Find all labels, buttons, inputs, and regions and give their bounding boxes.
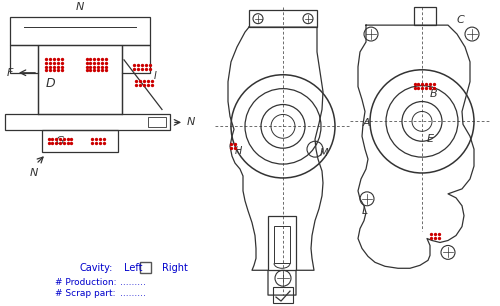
Bar xyxy=(148,118,166,127)
Bar xyxy=(140,262,151,273)
Text: .........: ......... xyxy=(120,278,146,287)
Bar xyxy=(414,7,436,25)
Text: N: N xyxy=(30,168,38,178)
Text: Cavity:: Cavity: xyxy=(80,263,114,273)
Text: L: L xyxy=(362,206,368,216)
Bar xyxy=(249,10,317,27)
Bar xyxy=(42,130,118,152)
Text: .........: ......... xyxy=(120,289,146,298)
Text: G: G xyxy=(56,136,64,146)
Bar xyxy=(122,45,150,73)
Text: D: D xyxy=(46,77,56,90)
Bar xyxy=(38,45,122,114)
Text: Right: Right xyxy=(162,263,188,273)
Bar xyxy=(5,114,170,130)
Text: E: E xyxy=(427,134,434,144)
Text: A: A xyxy=(363,118,370,129)
Text: I: I xyxy=(154,71,157,81)
Bar xyxy=(273,287,293,303)
Text: Left: Left xyxy=(124,263,142,273)
Text: N: N xyxy=(187,118,196,127)
Bar xyxy=(10,45,38,73)
Text: # Scrap part:: # Scrap part: xyxy=(55,289,116,298)
Text: F: F xyxy=(6,68,13,78)
Text: # Production:: # Production: xyxy=(55,278,116,287)
Bar xyxy=(274,226,290,263)
Bar xyxy=(268,216,296,270)
Text: N: N xyxy=(76,2,84,12)
Text: B: B xyxy=(430,89,438,99)
Bar xyxy=(10,17,150,45)
Text: H: H xyxy=(235,146,242,156)
Text: M: M xyxy=(320,148,328,158)
Text: C: C xyxy=(457,15,465,25)
